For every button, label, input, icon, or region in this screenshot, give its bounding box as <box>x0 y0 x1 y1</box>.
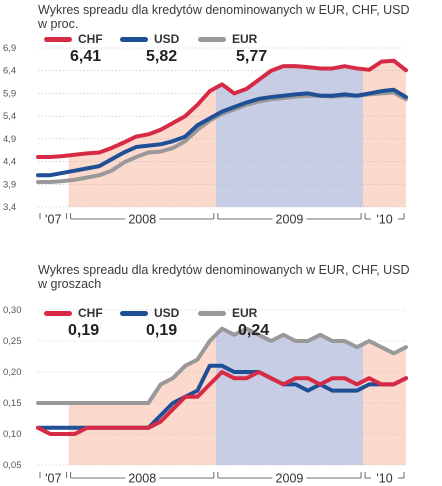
legend-series-name: EUR <box>232 32 258 46</box>
legend-series-name: USD <box>154 306 180 320</box>
line-chart-grosze: 0,30 0,25 0,20 0,15 0,10 0,05 '07 2008 2009 '10 <box>3 305 408 486</box>
x-period-2009: 2009 <box>217 213 362 227</box>
period-band <box>215 328 364 465</box>
x-period-10: '10 <box>364 213 405 227</box>
x-period-label: '07 <box>45 213 61 227</box>
period-band <box>363 60 406 207</box>
y-tick-label: 5,4 <box>3 111 16 122</box>
y-tick-label: 6,4 <box>3 66 16 77</box>
chart-title-line-1: Wykres spreadu dla kredytów denominowany… <box>38 3 410 17</box>
y-tick-label: 6,9 <box>3 43 16 54</box>
y-tick-label: 3,4 <box>3 202 16 213</box>
x-period-label: '10 <box>376 472 392 486</box>
y-tick-label: 4,4 <box>3 157 16 168</box>
chart-title-line-2: w proc. <box>38 17 79 31</box>
series-line-chf <box>36 370 408 436</box>
y-tick-label: 4,9 <box>3 134 16 145</box>
legend-swatch <box>120 37 148 42</box>
y-tick-label: 0,10 <box>3 429 22 440</box>
series-line-usd <box>36 87 408 178</box>
series-line-chf <box>36 58 408 160</box>
x-period-07: '07 <box>39 213 68 227</box>
x-period-label: 2009 <box>276 213 304 227</box>
y-tick-label: 0,25 <box>3 336 22 347</box>
legend-swatch <box>198 37 226 42</box>
y-tick-label: 0,30 <box>3 305 22 316</box>
chart-panel-percent: Wykres spreadu dla kredytów denominowany… <box>0 0 442 240</box>
legend-last-value: 5,82 <box>146 48 178 65</box>
legend-last-value: 0,19 <box>146 322 178 339</box>
chart-title: Wykres spreadu dla kredytów denominowany… <box>38 3 410 31</box>
legend-last-value: 5,77 <box>236 48 268 65</box>
legend-swatch <box>44 311 72 316</box>
legend-series-name: EUR <box>232 306 258 320</box>
x-period-label: '10 <box>376 213 392 227</box>
chart-title-line-2: w groszach <box>38 277 102 291</box>
y-tick-label: 5,9 <box>3 88 16 99</box>
legend-last-value: 6,41 <box>70 48 102 65</box>
series-line-eur <box>36 326 408 405</box>
legend-series-name: CHF <box>78 32 103 46</box>
x-period-2009: 2009 <box>217 472 362 486</box>
legend-series-name: USD <box>154 32 180 46</box>
y-tick-label: 0,05 <box>3 460 22 471</box>
x-period-label: 2008 <box>128 472 156 486</box>
legend-swatch <box>198 311 226 316</box>
y-tick-label: 3,9 <box>3 179 16 190</box>
x-period-07: '07 <box>39 472 68 486</box>
x-period-2008: 2008 <box>70 472 215 486</box>
legend-swatch <box>120 311 148 316</box>
x-period-2008: 2008 <box>70 213 215 227</box>
legend-last-value: 0,19 <box>68 322 100 339</box>
chart-panel-grosze: Wykres spreadu dla kredytów denominowany… <box>0 258 442 486</box>
x-period-10: '10 <box>364 472 405 486</box>
x-period-label: '07 <box>45 472 61 486</box>
y-tick-label: 0,15 <box>3 398 22 409</box>
legend-swatch <box>44 37 72 42</box>
chart-title-line-1: Wykres spreadu dla kredytów denominowany… <box>38 263 410 277</box>
x-period-label: 2008 <box>128 213 156 227</box>
line-chart-percent: 6,9 6,4 5,9 5,4 4,9 4,4 3,9 3,4 '07 2008 2009 '10 <box>3 43 408 227</box>
x-period-label: 2009 <box>276 472 304 486</box>
legend-series-name: CHF <box>78 306 103 320</box>
y-tick-label: 0,20 <box>3 367 22 378</box>
chart-title: Wykres spreadu dla kredytów denominowany… <box>38 263 410 291</box>
legend-last-value: 0,24 <box>238 322 270 339</box>
